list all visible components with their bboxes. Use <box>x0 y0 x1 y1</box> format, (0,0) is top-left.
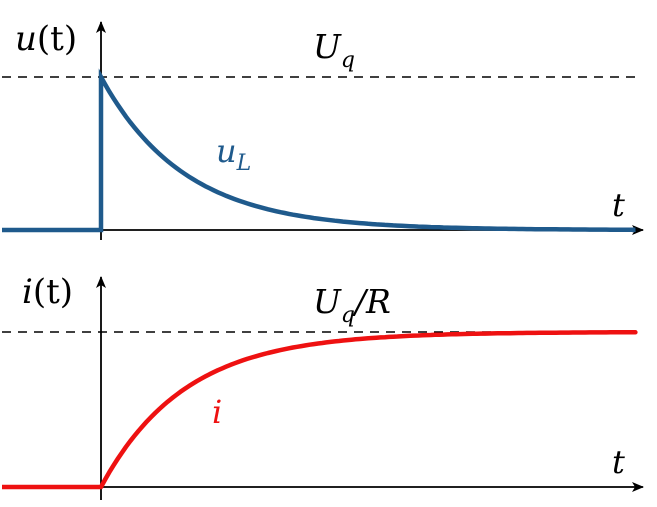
top-x-axis-label: t <box>612 186 625 224</box>
current-plot: i(t) t Uq/R i <box>2 272 644 500</box>
current-curve-label: i <box>212 393 222 431</box>
bottom-y-axis-label: i(t) <box>22 272 73 312</box>
bottom-x-axis-label: t <box>612 443 625 481</box>
voltage-curve-label: uL <box>216 132 251 176</box>
voltage-curve <box>2 68 636 233</box>
top-y-axis-label: u(t) <box>15 19 77 59</box>
bottom-asymptote-label: Uq/R <box>313 282 391 328</box>
top-asymptote-label: Uq <box>313 27 355 73</box>
voltage-plot: u(t) t Uq uL <box>2 19 644 240</box>
current-curve <box>2 329 638 490</box>
